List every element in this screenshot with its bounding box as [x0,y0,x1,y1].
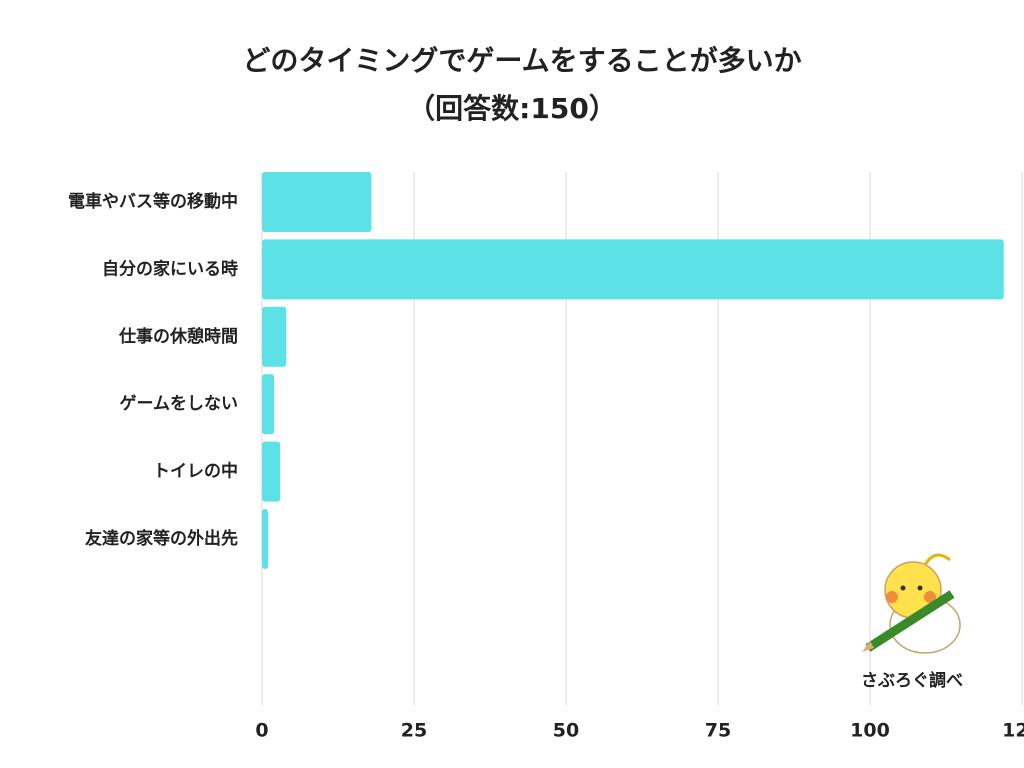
chart-title: どのタイミングでゲームをすることが多いか [242,44,801,77]
y-tick-label: 電車やバス等の移動中 [68,191,238,212]
watermark: さぶろぐ調べ [861,670,963,691]
bar [262,374,275,435]
x-tick-label: 50 [553,720,579,742]
bar [262,239,1004,300]
chart-subtitle: （回答数:150） [407,92,617,125]
x-tick-label: 75 [705,720,731,742]
plot: 0 25 50 75 100 125 電車やバス等の移動中自分の家にいる時仕事の休憩時間ゲー… [68,172,1024,742]
y-tick-label: 友達の家等の外出先 [85,528,238,549]
y-tick-label: トイレの中 [153,461,238,482]
y-tick-label: 仕事の休憩時間 [118,326,238,347]
y-tick-label: 自分の家にいる時 [102,258,238,279]
bar [262,306,287,367]
x-tick-label: 0 [255,720,268,742]
bar [262,172,372,232]
mascot [862,553,961,654]
x-tick-label: 25 [401,720,427,742]
bar [262,441,281,502]
x-tick-label: 100 [850,720,890,742]
bar [262,509,269,569]
x-tick-label: 125 [1002,720,1024,742]
y-tick-label: ゲームをしない [120,393,239,414]
